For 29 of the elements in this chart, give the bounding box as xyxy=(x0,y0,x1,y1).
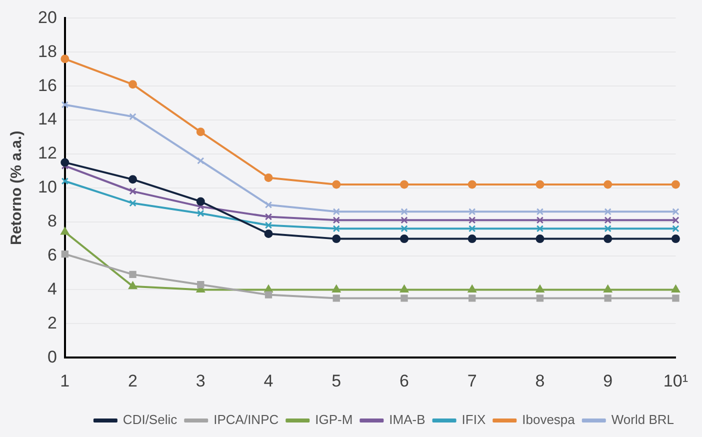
x-tick-label: 7 xyxy=(467,371,477,390)
x-tick-label: 9 xyxy=(603,371,613,390)
legend-label: IMA-B xyxy=(389,412,426,428)
y-tick-label: 18 xyxy=(38,42,57,61)
y-tick-label: 10 xyxy=(38,178,57,197)
y-tick-label: 8 xyxy=(47,212,57,231)
y-tick-label: 12 xyxy=(38,144,57,163)
y-tick-label: 14 xyxy=(38,110,57,129)
legend-label: Ibovespa xyxy=(522,412,576,428)
y-tick-label: 6 xyxy=(47,245,57,264)
x-tick-label: 10¹ xyxy=(663,371,688,390)
legend-label: IGP-M xyxy=(315,412,353,428)
legend-label: CDI/Selic xyxy=(122,412,178,428)
x-tick-label: 2 xyxy=(128,371,138,390)
x-tick-label: 4 xyxy=(264,371,274,390)
x-tick-label: 8 xyxy=(535,371,545,390)
legend-label: IFIX xyxy=(462,412,486,428)
y-tick-label: 4 xyxy=(47,279,57,298)
x-tick-label: 5 xyxy=(332,371,342,390)
y-tick-label: 2 xyxy=(47,313,57,332)
legend-label: IPCA/INPC xyxy=(214,412,279,428)
y-tick-label: 0 xyxy=(47,347,57,366)
y-tick-label: 16 xyxy=(38,76,57,95)
y-tick-label: 20 xyxy=(38,8,57,27)
x-tick-label: 1 xyxy=(60,371,70,390)
x-tick-label: 6 xyxy=(400,371,409,390)
legend-label: World BRL xyxy=(611,412,674,428)
x-tick-label: 3 xyxy=(196,371,206,390)
y-axis-title: Retorno (% a.a.) xyxy=(8,130,26,245)
